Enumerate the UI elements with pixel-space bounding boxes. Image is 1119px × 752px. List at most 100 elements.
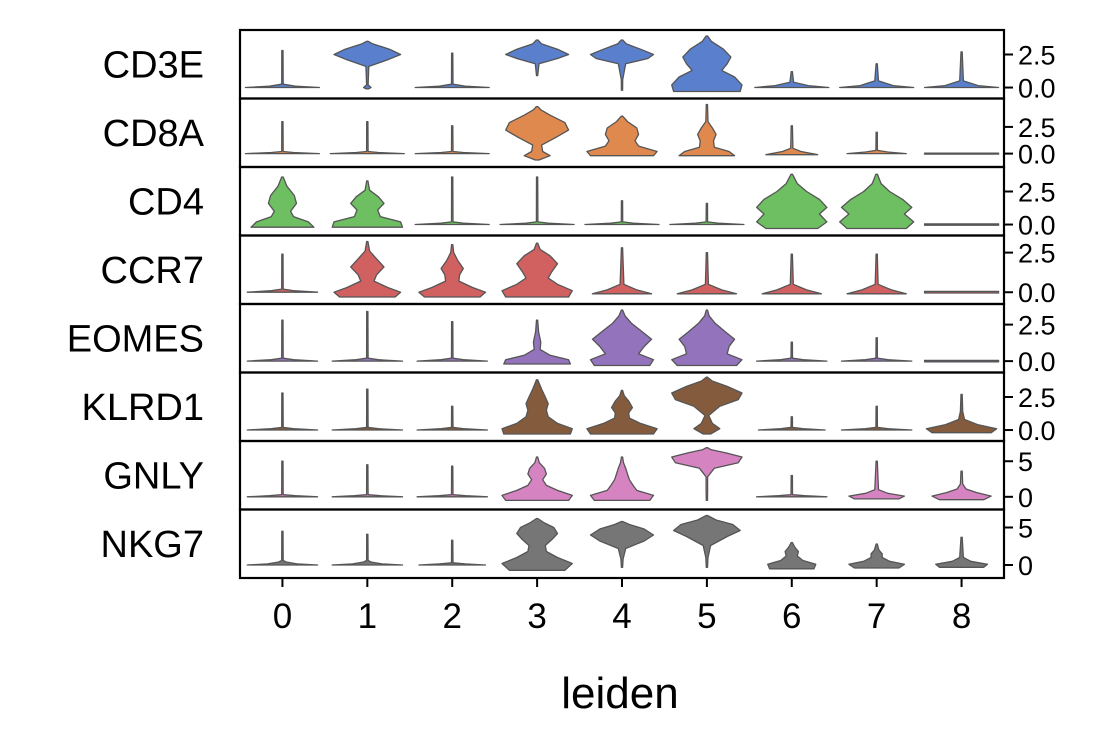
violin-gnly-cluster-6 xyxy=(755,474,828,498)
violin-cd4-cluster-0 xyxy=(250,176,315,228)
y-tick-label: 5 xyxy=(1018,447,1033,477)
violin-klrd1-cluster-7 xyxy=(840,405,913,431)
y-tick-label: 2.5 xyxy=(1018,178,1056,208)
violin-ccr7-cluster-1 xyxy=(333,240,402,298)
violin-eomes-cluster-0 xyxy=(246,319,319,362)
violin-nkg7-cluster-1 xyxy=(331,533,404,566)
violin-cd8a-cluster-0 xyxy=(244,120,321,155)
violin-nkg7-cluster-6 xyxy=(767,541,817,570)
y-tick-label: 2.5 xyxy=(1018,113,1056,143)
violin-eomes-cluster-7 xyxy=(840,337,913,362)
violin-cd4-cluster-3 xyxy=(499,176,575,226)
y-tick-label: 2.5 xyxy=(1018,41,1056,71)
violin-eomes-cluster-2 xyxy=(416,321,489,362)
violin-panel-gnly: GNLY 0 5 xyxy=(103,439,1033,513)
violin-cd8a-cluster-8 xyxy=(923,152,1000,155)
violin-gnly-cluster-1 xyxy=(331,464,404,498)
violin-cd3e-cluster-0 xyxy=(244,49,321,89)
violin-gnly-cluster-7 xyxy=(848,460,906,500)
violin-ccr7-cluster-7 xyxy=(846,253,907,295)
y-tick-label: 0.0 xyxy=(1018,211,1056,241)
violin-nkg7-cluster-3 xyxy=(501,517,573,571)
violin-klrd1-cluster-3 xyxy=(501,379,573,435)
violin-cd3e-cluster-2 xyxy=(414,52,490,89)
violin-cd3e-cluster-1 xyxy=(333,40,402,90)
violin-cd4-cluster-5 xyxy=(669,202,745,226)
x-tick-label: 5 xyxy=(697,597,716,636)
y-tick-label: 2.5 xyxy=(1018,311,1056,341)
violin-nkg7-cluster-8 xyxy=(935,536,989,568)
violin-panel-cd8a: CD8A 0.02.5 xyxy=(103,97,1056,170)
violin-ccr7-cluster-4 xyxy=(591,247,653,295)
violin-ccr7-cluster-6 xyxy=(761,253,823,295)
violin-nkg7-cluster-7 xyxy=(848,543,906,569)
violin-panel-cd3e: CD3E 0.02.5 xyxy=(103,28,1056,104)
violin-eomes-cluster-1 xyxy=(331,310,404,362)
violin-cd8a-cluster-5 xyxy=(678,103,736,157)
violin-panel-eomes: EOMES 0.0 2.5 xyxy=(67,302,1056,377)
violin-nkg7-cluster-2 xyxy=(418,539,487,566)
y-tick-label: 0.0 xyxy=(1018,347,1056,377)
gene-label: EOMES xyxy=(67,318,204,360)
violin-eomes-cluster-6 xyxy=(755,341,828,362)
y-tick-label: 0.0 xyxy=(1018,278,1056,308)
y-tick-label: 2.5 xyxy=(1018,239,1056,269)
x-tick-label: 3 xyxy=(527,597,546,636)
violin-panel-ccr7: CCR7 0.0 2.5 xyxy=(101,234,1056,308)
violin-gnly-cluster-0 xyxy=(246,460,319,498)
violin-gnly-cluster-3 xyxy=(501,456,573,502)
violin-cd8a-cluster-4 xyxy=(586,115,658,157)
violin-cd8a-cluster-2 xyxy=(414,125,490,155)
violin-cd4-cluster-4 xyxy=(584,200,660,226)
violin-eomes-cluster-8 xyxy=(923,359,1000,363)
x-tick-label: 1 xyxy=(358,597,377,636)
violin-ccr7-cluster-5 xyxy=(676,251,738,295)
violin-ccr7-cluster-0 xyxy=(246,253,319,293)
violin-ccr7-cluster-3 xyxy=(501,242,573,298)
violin-gnly-cluster-5 xyxy=(671,447,743,502)
violin-cd4-cluster-6 xyxy=(755,173,828,230)
violin-gnly-cluster-2 xyxy=(416,465,489,498)
gene-label: CD3E xyxy=(103,44,204,86)
violin-cd4-cluster-8 xyxy=(923,223,1000,226)
x-tick-label: 7 xyxy=(867,597,886,636)
y-tick-label: 2.5 xyxy=(1018,383,1056,413)
violin-panel-nkg7: NKG7 0 5 xyxy=(101,508,1033,581)
violin-ccr7-cluster-2 xyxy=(418,244,487,298)
violin-cd8a-cluster-3 xyxy=(505,105,570,161)
violin-klrd1-cluster-8 xyxy=(925,393,998,434)
violin-klrd1-cluster-0 xyxy=(246,392,319,431)
violin-panel-cd4: CD4 0.02.5 xyxy=(128,165,1056,241)
gene-label: KLRD1 xyxy=(82,387,205,429)
violin-gnly-cluster-4 xyxy=(589,456,655,502)
violin-cd8a-cluster-7 xyxy=(846,131,907,155)
violin-klrd1-cluster-1 xyxy=(331,388,404,431)
violin-cd4-cluster-2 xyxy=(414,176,490,226)
violin-klrd1-cluster-6 xyxy=(757,416,826,431)
violin-klrd1-cluster-5 xyxy=(671,376,743,435)
x-tick-label: 2 xyxy=(442,597,461,636)
violin-cd4-cluster-7 xyxy=(839,173,915,230)
violin-cd8a-cluster-1 xyxy=(329,120,405,155)
x-tick-label: 6 xyxy=(782,597,801,636)
violin-klrd1-cluster-4 xyxy=(586,389,658,435)
violin-cd3e-cluster-8 xyxy=(923,51,1000,89)
violin-ccr7-cluster-8 xyxy=(923,290,1000,294)
violin-eomes-cluster-3 xyxy=(503,319,572,365)
y-tick-label: 0.0 xyxy=(1018,140,1056,170)
violin-cd8a-cluster-6 xyxy=(765,125,819,156)
violin-nkg7-cluster-0 xyxy=(246,530,319,566)
x-tick-label: 0 xyxy=(273,597,292,636)
y-tick-label: 0.0 xyxy=(1018,416,1056,446)
x-axis-title: leiden xyxy=(561,669,678,718)
y-tick-label: 0 xyxy=(1018,483,1033,513)
violin-cd3e-cluster-4 xyxy=(589,39,655,91)
x-tick-label: 4 xyxy=(612,597,631,636)
y-tick-label: 5 xyxy=(1018,514,1033,544)
gene-label: CD4 xyxy=(128,181,204,223)
violin-gnly-cluster-8 xyxy=(931,470,992,501)
violin-cd3e-cluster-7 xyxy=(839,63,915,89)
x-axis: 0 1 2 3 4 5 6 7 8 xyxy=(273,578,971,636)
